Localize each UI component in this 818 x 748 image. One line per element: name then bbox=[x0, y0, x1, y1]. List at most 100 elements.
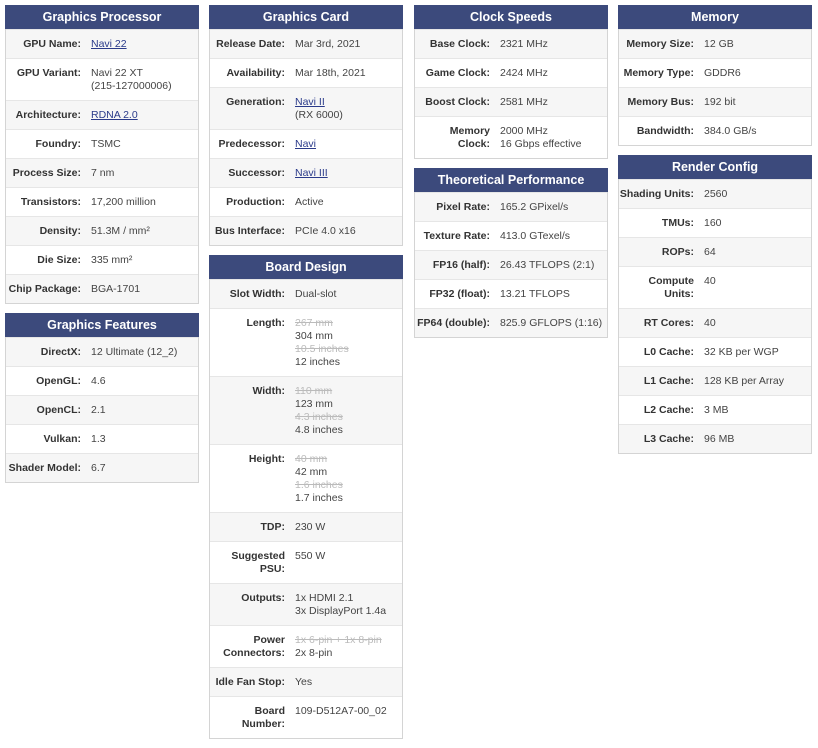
spec-row-boost-clock: Boost Clock: 2581 MHz bbox=[415, 87, 607, 116]
spec-label: DirectX: bbox=[40, 346, 81, 358]
spec-value: 335 mm² bbox=[91, 254, 198, 267]
spec-value: GDDR6 bbox=[704, 67, 811, 80]
spec-label: Suggested PSU: bbox=[231, 550, 285, 575]
value-text: 2x 8-pin bbox=[295, 647, 333, 659]
spec-link[interactable]: Navi III bbox=[295, 167, 328, 179]
spec-label: L3 Cache: bbox=[643, 433, 694, 445]
value-text: 51.3M / mm² bbox=[91, 225, 150, 237]
value-text: 1x HDMI 2.1 bbox=[295, 592, 354, 604]
graphics-processor-panel: Graphics Processor GPU Name: Navi 22 GPU Va… bbox=[5, 5, 199, 304]
value-text: 192 bit bbox=[704, 96, 736, 108]
value-text: 26.43 TFLOPS (2:1) bbox=[500, 259, 595, 271]
spec-value: 96 MB bbox=[704, 433, 811, 446]
spec-value: 40 mm 42 mm 1.6 inches 1.7 inches bbox=[295, 453, 402, 505]
spec-value: 13.21 TFLOPS bbox=[500, 288, 607, 301]
value-text: 7 nm bbox=[91, 167, 115, 179]
spec-row-gpu-name: GPU Name: Navi 22 bbox=[6, 29, 198, 58]
spec-row-predecessor: Predecessor: Navi bbox=[210, 129, 402, 158]
spec-value: BGA-1701 bbox=[91, 283, 198, 296]
spec-label: Texture Rate: bbox=[423, 230, 490, 242]
spec-link[interactable]: RDNA 2.0 bbox=[91, 109, 138, 121]
spec-label: Vulkan: bbox=[43, 433, 81, 445]
reference-value: 110 mm bbox=[295, 385, 333, 397]
spec-label: Power Connectors: bbox=[223, 634, 285, 659]
spec-row-memory-type: Memory Type: GDDR6 bbox=[619, 58, 811, 87]
column: Graphics Card Release Date: Mar 3rd, 2021 A… bbox=[209, 5, 403, 748]
spec-label: Generation: bbox=[226, 96, 285, 108]
spec-label: Process Size: bbox=[12, 167, 81, 179]
value-text: 96 MB bbox=[704, 433, 735, 445]
spec-value: Navi 22 bbox=[91, 38, 198, 51]
value-text: 304 mm bbox=[295, 330, 333, 342]
spec-row-compute-units: Compute Units: 40 bbox=[619, 266, 811, 308]
value-text: 413.0 GTexel/s bbox=[500, 230, 571, 242]
value-text: 550 W bbox=[295, 550, 326, 562]
spec-row-process-size: Process Size: 7 nm bbox=[6, 158, 198, 187]
spec-row-idle-fan-stop: Idle Fan Stop: Yes bbox=[210, 667, 402, 696]
spec-label: Transistors: bbox=[20, 196, 81, 208]
spec-label: Base Clock: bbox=[429, 38, 490, 50]
value-text: 2581 MHz bbox=[500, 96, 548, 108]
column: Memory Memory Size: 12 GB Memory Type: GDDR6… bbox=[618, 5, 812, 463]
value-text: 2424 MHz bbox=[500, 67, 548, 79]
spec-label: Memory Size: bbox=[626, 38, 694, 50]
value-text: 335 mm² bbox=[91, 254, 133, 266]
spec-value: Active bbox=[295, 196, 402, 209]
spec-label: Release Date: bbox=[216, 38, 285, 50]
panel-title: Render Config bbox=[618, 155, 812, 179]
value-text: 165.2 GPixel/s bbox=[500, 201, 569, 213]
value-text: 4.8 inches bbox=[295, 424, 343, 436]
value-text: 109-D512A7-00_02 bbox=[295, 705, 387, 717]
spec-value: PCIe 4.0 x16 bbox=[295, 225, 402, 238]
spec-row-architecture: Architecture: RDNA 2.0 bbox=[6, 100, 198, 129]
value-text: 2.1 bbox=[91, 404, 106, 416]
spec-row-outputs: Outputs: 1x HDMI 2.1 3x DisplayPort 1.4a bbox=[210, 583, 402, 625]
value-text: 123 mm bbox=[295, 398, 333, 410]
spec-row-shading-units: Shading Units: 2560 bbox=[619, 179, 811, 208]
spec-label: GPU Name: bbox=[23, 38, 81, 50]
spec-link[interactable]: Navi 22 bbox=[91, 38, 127, 50]
value-text: 42 mm bbox=[295, 466, 328, 478]
value-text: Navi 22 XT bbox=[91, 67, 143, 79]
render-config-panel: Render Config Shading Units: 2560 TMUs: 160 R… bbox=[618, 155, 812, 454]
value-text: 40 bbox=[704, 275, 716, 287]
spec-row-foundry: Foundry: TSMC bbox=[6, 129, 198, 158]
value-text: 3x DisplayPort 1.4a bbox=[295, 605, 387, 617]
spec-label: Board Number: bbox=[241, 705, 285, 730]
theoretical-performance-panel: Theoretical Performance Pixel Rate: 165.2 … bbox=[414, 168, 608, 338]
spec-row-power-connectors: Power Connectors: 1x 6-pin + 1x 8-pin 2x 8… bbox=[210, 625, 402, 667]
spec-row-board-number: Board Number: 109-D512A7-00_02 bbox=[210, 696, 402, 738]
spec-value: 267 mm 304 mm 10.5 inches 12 inches bbox=[295, 317, 402, 369]
spec-link[interactable]: Navi bbox=[295, 138, 317, 150]
column: Clock Speeds Base Clock: 2321 MHz Game Cloc… bbox=[414, 5, 608, 347]
spec-value: 2000 MHz 16 Gbps effective bbox=[500, 125, 607, 151]
value-text: 2321 MHz bbox=[500, 38, 548, 50]
spec-value: 12 Ultimate (12_2) bbox=[91, 346, 198, 359]
spec-row-bandwidth: Bandwidth: 384.0 GB/s bbox=[619, 116, 811, 145]
spec-value: 128 KB per Array bbox=[704, 375, 811, 388]
value-text: Yes bbox=[295, 676, 313, 688]
spec-label: Availability: bbox=[226, 67, 285, 79]
spec-value: TSMC bbox=[91, 138, 198, 151]
spec-row-l1-cache: L1 Cache: 128 KB per Array bbox=[619, 366, 811, 395]
spec-value: 109-D512A7-00_02 bbox=[295, 705, 402, 731]
spec-label: Bus Interface: bbox=[214, 225, 285, 237]
spec-link[interactable]: Navi II bbox=[295, 96, 325, 108]
spec-label: FP64 (double): bbox=[417, 317, 490, 329]
reference-value: 267 mm bbox=[295, 317, 333, 329]
spec-label: Outputs: bbox=[241, 592, 285, 604]
spec-row-die-size: Die Size: 335 mm² bbox=[6, 245, 198, 274]
spec-label: Memory Clock: bbox=[449, 125, 490, 150]
spec-row-pixel-rate: Pixel Rate: 165.2 GPixel/s bbox=[415, 192, 607, 221]
spec-row-opencl: OpenCL: 2.1 bbox=[6, 395, 198, 424]
spec-label: OpenCL: bbox=[36, 404, 81, 416]
spec-row-generation: Generation: Navi II (RX 6000) bbox=[210, 87, 402, 129]
spec-label: Shading Units: bbox=[619, 188, 694, 200]
reference-value: 10.5 inches bbox=[295, 343, 349, 355]
spec-value: 3 MB bbox=[704, 404, 811, 417]
spec-value: 192 bit bbox=[704, 96, 811, 109]
spec-label: FP32 (float): bbox=[429, 288, 490, 300]
value-text: 12 GB bbox=[704, 38, 734, 50]
value-text: 825.9 GFLOPS (1:16) bbox=[500, 317, 603, 329]
spec-label: Idle Fan Stop: bbox=[215, 676, 285, 688]
